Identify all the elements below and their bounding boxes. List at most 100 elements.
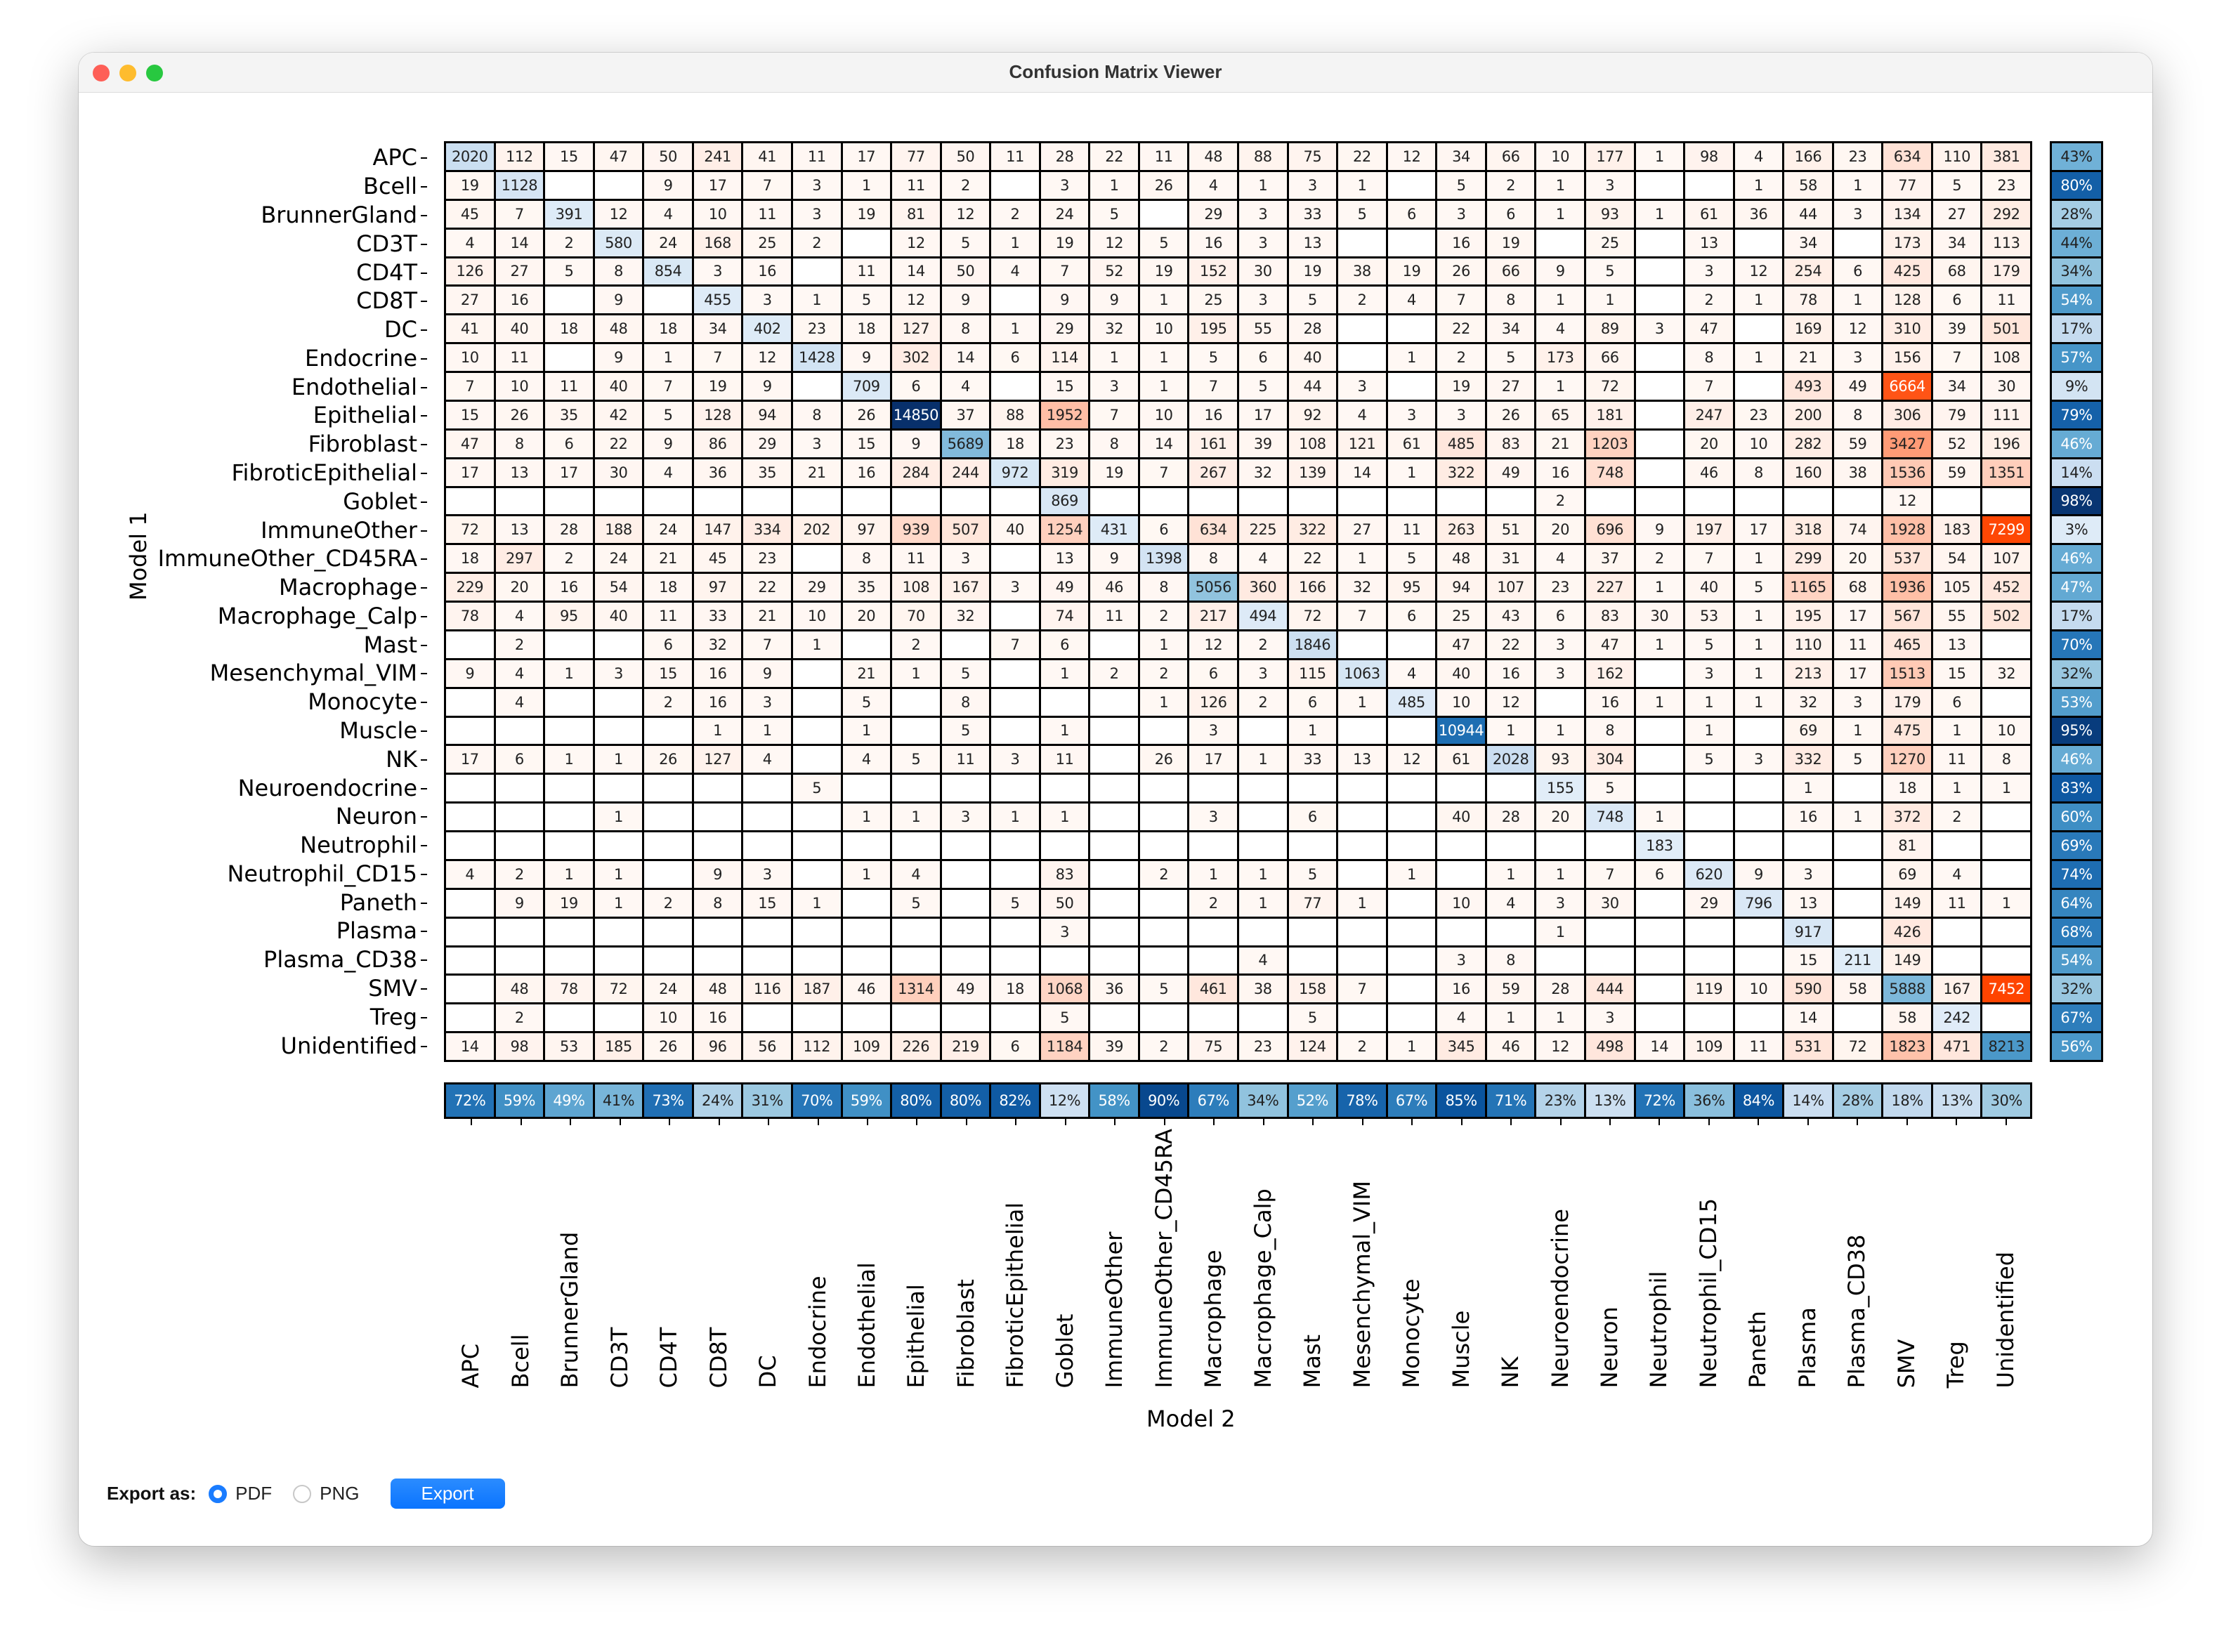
matrix-cell: 55: [1932, 603, 1981, 629]
matrix-cell: 292: [1982, 200, 2030, 228]
matrix-cell: 34: [1932, 229, 1981, 256]
matrix-cell: [1040, 775, 1089, 802]
matrix-cell: 6: [1288, 688, 1337, 716]
matrix-cell: [594, 631, 643, 658]
matrix-cell: 9: [693, 860, 742, 888]
matrix-cell: [1090, 832, 1138, 859]
row-percent-cell: 67%: [2052, 1004, 2101, 1032]
matrix-cell: 29: [792, 574, 841, 601]
matrix-cell: 26: [644, 1033, 692, 1060]
matrix-cell: 16: [1437, 976, 1485, 1003]
matrix-cell: 126: [1189, 688, 1237, 716]
matrix-cell: [1139, 487, 1188, 515]
matrix-cell: 40: [1685, 574, 1733, 601]
matrix-cell: 5: [991, 889, 1039, 917]
matrix-cell: 7: [1685, 545, 1733, 572]
matrix-cell: 1936: [1883, 574, 1931, 601]
matrix-cell: 1: [1536, 860, 1584, 888]
row-label: DC: [158, 315, 428, 344]
matrix-cell: 391: [545, 200, 593, 228]
matrix-cell: 52: [1932, 430, 1981, 457]
matrix-cell: [594, 775, 643, 802]
export-button[interactable]: Export: [390, 1479, 505, 1509]
zoom-button[interactable]: [146, 65, 163, 81]
matrix-cell: 3: [743, 688, 791, 716]
matrix-cell: [892, 832, 940, 859]
matrix-cell: [1982, 631, 2030, 658]
matrix-cell: 3: [1239, 660, 1287, 687]
pdf-radio[interactable]: [209, 1484, 228, 1503]
matrix-cell: 11: [743, 200, 791, 228]
column-label: Macrophage_Calp: [1249, 1188, 1276, 1389]
matrix-cell: 3: [941, 804, 990, 830]
matrix-cell: 10: [1734, 430, 1783, 457]
matrix-cell: [1338, 804, 1386, 830]
matrix-cell: 41: [743, 143, 791, 170]
matrix-cell: 1: [1139, 373, 1188, 400]
matrix-cell: 3: [1833, 200, 1882, 228]
matrix-cell: 1063: [1338, 660, 1386, 687]
matrix-cell: 1: [743, 717, 791, 745]
matrix-cell: 110: [1784, 631, 1832, 658]
matrix-cell: [1338, 1004, 1386, 1032]
matrix-cell: 297: [495, 545, 544, 572]
matrix-cell: [446, 804, 494, 830]
matrix-cell: 47: [1437, 631, 1485, 658]
png-radio-label[interactable]: PNG: [320, 1483, 360, 1504]
matrix-cell: 18: [644, 315, 692, 343]
column-label: Paneth: [1744, 1311, 1772, 1389]
matrix-cell: 1: [1734, 631, 1783, 658]
row-label: Muscle: [158, 716, 428, 745]
matrix-cell: 1: [842, 717, 891, 745]
matrix-cell: 461: [1189, 976, 1237, 1003]
matrix-cell: 15: [545, 143, 593, 170]
matrix-cell: 22: [594, 430, 643, 457]
matrix-cell: [1982, 1004, 2030, 1032]
matrix-cell: 9: [594, 344, 643, 371]
matrix-cell: 5: [1338, 200, 1386, 228]
matrix-cell: [594, 1004, 643, 1032]
matrix-cell: [1635, 889, 1684, 917]
matrix-cell: 12: [1833, 315, 1882, 343]
row-label: Bcell: [158, 172, 428, 201]
png-radio[interactable]: [293, 1484, 312, 1503]
row-label: ImmuneOther_CD45RA: [158, 544, 428, 573]
matrix-cell: 1: [1288, 717, 1337, 745]
matrix-cell: 30: [1982, 373, 2030, 400]
matrix-cell: 43: [1486, 603, 1535, 629]
matrix-cell: 83: [1486, 430, 1535, 457]
matrix-cell: 21: [644, 545, 692, 572]
matrix-cell: 109: [1685, 1033, 1733, 1060]
matrix-cell: 322: [1437, 459, 1485, 486]
matrix-cell: [1090, 804, 1138, 830]
matrix-cell: 11: [1139, 143, 1188, 170]
matrix-cell: 1: [1536, 717, 1584, 745]
row-label: CD4T: [158, 258, 428, 287]
matrix-cell: 134: [1883, 200, 1931, 228]
matrix-cell: 1: [1239, 889, 1287, 917]
column-percent-cell: 31%: [743, 1084, 791, 1117]
matrix-cell: 507: [941, 516, 990, 544]
matrix-cell: 1: [1139, 287, 1188, 314]
column-label-wrap: Neutrophil: [1634, 1119, 1683, 1388]
column-label: Epithelial: [903, 1284, 930, 1389]
minimize-button[interactable]: [119, 65, 136, 81]
matrix-cell: 5: [842, 287, 891, 314]
matrix-cell: 6: [991, 344, 1039, 371]
matrix-cell: [644, 717, 692, 745]
matrix-cell: [792, 717, 841, 745]
matrix-cell: [1189, 487, 1237, 515]
matrix-cell: 49: [1833, 373, 1882, 400]
pdf-radio-label[interactable]: PDF: [235, 1483, 273, 1504]
matrix-cell: 32: [1784, 688, 1832, 716]
matrix-cell: [644, 832, 692, 859]
matrix-cell: [1288, 918, 1337, 945]
close-button[interactable]: [93, 65, 110, 81]
column-label: Plasma: [1793, 1307, 1821, 1389]
matrix-cell: 22: [1437, 315, 1485, 343]
matrix-cell: 4: [446, 860, 494, 888]
matrix-cell: 1: [1635, 143, 1684, 170]
matrix-cell: 17: [1833, 660, 1882, 687]
matrix-cell: [1486, 487, 1535, 515]
matrix-cell: 34: [1437, 143, 1485, 170]
